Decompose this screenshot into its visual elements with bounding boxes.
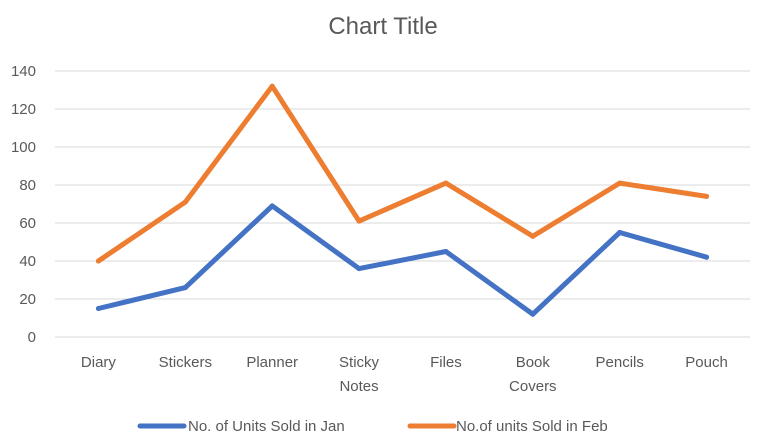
data-point [443, 180, 449, 186]
legend: No. of Units Sold in Jan No.of units Sold… [137, 418, 608, 435]
legend-label: No. of Units Sold in Jan [188, 418, 345, 435]
data-point [617, 230, 623, 235]
x-tick-label-line: Pouch [685, 354, 728, 371]
y-axis: 0 20 40 60 80 100 120 140 [11, 63, 36, 346]
data-point [356, 218, 362, 224]
x-tick-label-line: Pencils [596, 354, 644, 371]
data-point [530, 311, 536, 317]
x-tick-label: Stickers [159, 354, 212, 371]
x-tick-label: Planner [246, 354, 298, 371]
data-point [95, 306, 101, 311]
x-tick-label-line: Covers [509, 378, 557, 395]
chart-title: Chart Title [328, 13, 437, 40]
data-point [356, 266, 362, 272]
legend-label: No.of units Sold in Feb [456, 418, 608, 435]
data-point [182, 285, 188, 291]
series-lines [95, 83, 710, 317]
x-tick-label-line: Files [430, 354, 462, 371]
series-line-jan [95, 203, 710, 317]
data-point [704, 193, 710, 199]
x-tick-label-line: Planner [246, 354, 298, 371]
x-tick-label-line: Notes [339, 378, 378, 395]
y-tick-label: 120 [11, 101, 36, 118]
y-tick-label: 140 [11, 63, 36, 80]
y-tick-label: 20 [19, 291, 36, 308]
x-tick-label-line: Book [516, 354, 551, 371]
x-tick-label: Pouch [685, 354, 728, 371]
data-point [530, 233, 536, 239]
data-point [704, 254, 710, 260]
y-tick-label: 80 [19, 177, 36, 194]
x-axis: Diary Stickers Planner Sticky Notes Files Book… [81, 354, 728, 395]
data-point [269, 83, 275, 89]
series-line-feb [95, 83, 710, 264]
data-point [617, 180, 623, 186]
y-tick-label: 40 [19, 253, 36, 270]
x-tick-label-line: Sticky [339, 354, 380, 371]
x-tick-label: Diary [81, 354, 117, 371]
y-tick-label: 100 [11, 139, 36, 156]
data-point [182, 199, 188, 205]
x-tick-label-line: Stickers [159, 354, 212, 371]
data-point [95, 258, 101, 264]
y-tick-label: 0 [28, 329, 36, 346]
data-point [269, 203, 275, 209]
data-point [443, 249, 449, 254]
x-tick-label: Files [430, 354, 462, 371]
x-tick-label-line: Diary [81, 354, 117, 371]
x-tick-label: Sticky Notes [339, 354, 380, 395]
x-tick-label: Pencils [596, 354, 644, 371]
y-tick-label: 60 [19, 215, 36, 232]
x-tick-label: Book Covers [509, 354, 557, 395]
